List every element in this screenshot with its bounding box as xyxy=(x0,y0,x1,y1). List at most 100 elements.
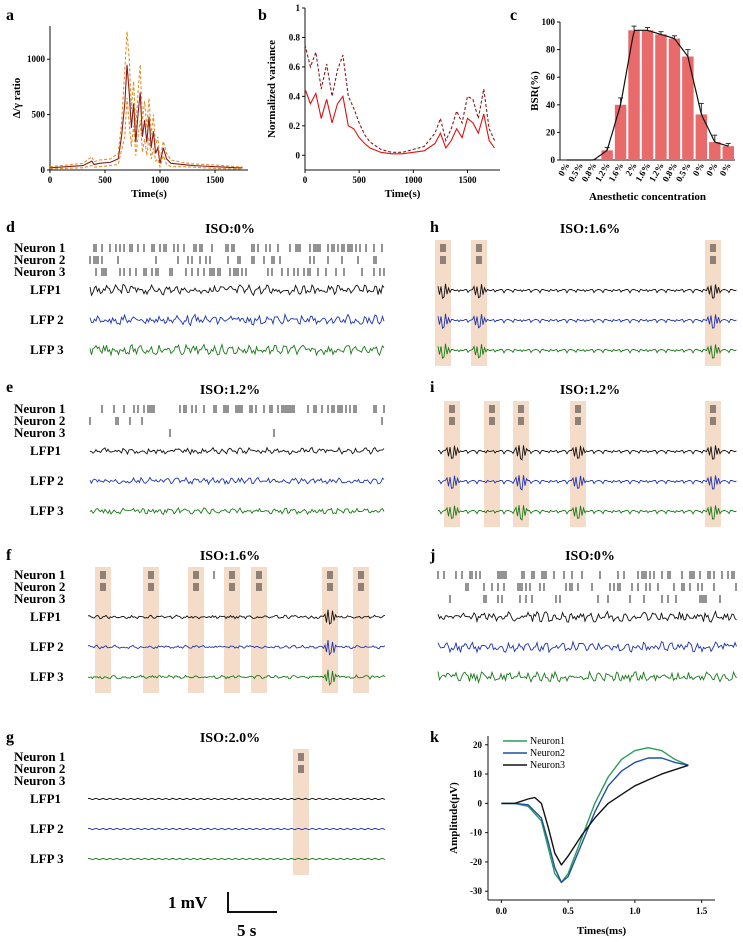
series-line-variance-band xyxy=(304,44,496,153)
y-tick-label: 0 xyxy=(41,165,46,175)
lfp-trace-2 xyxy=(87,827,386,831)
panel-label-a: a xyxy=(6,7,14,24)
x-axis-label: Time(s) xyxy=(131,188,167,200)
panel-title: ISO:0% xyxy=(565,549,615,564)
y-axis-label: Amplitude(μV) xyxy=(448,782,460,854)
burst-highlight xyxy=(471,240,487,366)
panel-label-i: i xyxy=(430,379,435,396)
y-tick-label: 0 xyxy=(478,798,483,808)
legend-label: Neuron3 xyxy=(530,760,565,771)
trace-label-lfp1: LFP1 xyxy=(30,282,61,297)
y-tick-label: 0.4 xyxy=(289,91,301,101)
y-axis-label: BSR(%) xyxy=(529,71,541,111)
bar xyxy=(722,146,734,160)
burst-highlight xyxy=(444,401,460,527)
y-tick-label: -10 xyxy=(470,828,482,838)
trace-label-neuron1: Neuron 1 xyxy=(14,749,65,764)
legend-label: Neuron2 xyxy=(530,748,565,759)
series-line-mean xyxy=(49,64,243,169)
series-line-mean xyxy=(304,88,496,155)
x-tick-label: 1000 xyxy=(151,175,170,185)
trace-label-neuron1: Neuron 1 xyxy=(14,240,65,255)
lfp-trace-3 xyxy=(437,343,737,360)
bar xyxy=(641,30,654,161)
x-tick-label: 1500 xyxy=(459,175,478,185)
y-tick-label: 40 xyxy=(546,100,556,110)
y-tick-label: 60 xyxy=(546,72,556,82)
x-tick-label: 1000 xyxy=(404,175,423,185)
lfp-trace-3 xyxy=(87,669,386,687)
raster-panel-i: ISO:1.2% xyxy=(437,383,737,527)
trace-label-neuron2: Neuron 2 xyxy=(14,413,65,428)
series-line-Neuron2 xyxy=(501,757,689,884)
lfp-trace-1 xyxy=(87,797,386,801)
burst-highlight xyxy=(188,567,204,693)
bar xyxy=(695,114,708,160)
trace-label-lfp2: LFP 2 xyxy=(30,312,64,327)
lfp-trace-2 xyxy=(437,313,737,330)
chart-b: 0 500 1000 1500 0 0.2 0.4 0.6 0.8 1 Time(s) Normali… xyxy=(266,3,500,200)
lfp-trace-3 xyxy=(89,507,385,516)
series-line-Neuron3 xyxy=(501,764,689,866)
trace-label-lfp3: LFP 3 xyxy=(30,503,64,518)
x-tick-label: 0 xyxy=(48,175,53,185)
series-line-lower xyxy=(49,97,243,170)
lfp-trace-1 xyxy=(437,610,737,624)
burst-highlight xyxy=(251,567,267,693)
scale-bar-time: 5 s xyxy=(237,921,257,940)
trace-label-neuron3: Neuron 3 xyxy=(14,773,66,788)
x-tick-label: 0.0 xyxy=(496,906,508,916)
bar xyxy=(668,38,681,161)
y-tick-label: 10 xyxy=(473,769,483,779)
y-tick-label: 1 xyxy=(296,3,301,13)
chart-c: 0204060801000%0.5%0.8%1.2%1.6%2%1.6%1.2%… xyxy=(529,17,735,203)
burst-highlight xyxy=(705,240,721,366)
series-line-upper xyxy=(49,31,243,168)
x-tick-label: 0% xyxy=(718,161,733,178)
bar xyxy=(628,30,640,161)
trace-label-lfp3: LFP 3 xyxy=(30,669,64,684)
y-tick-label: -20 xyxy=(470,857,482,867)
x-tick-label: 500 xyxy=(352,175,366,185)
y-tick-label: 20 xyxy=(473,740,483,750)
panel-title: ISO:1.6% xyxy=(200,549,260,564)
trace-label-neuron3: Neuron 3 xyxy=(14,425,66,440)
trace-label-lfp3: LFP 3 xyxy=(30,342,64,357)
lfp-trace-1 xyxy=(89,283,385,297)
lfp-trace-2 xyxy=(89,476,385,486)
x-tick-label: 0 xyxy=(303,175,308,185)
panel-title: ISO:0% xyxy=(205,222,255,237)
chart-k: 0.0 0.5 1.0 1.5 -30 -20 -10 0 10 20 Neuron1Neuron2… xyxy=(448,736,715,937)
burst-highlight xyxy=(570,401,586,527)
burst-highlight xyxy=(224,567,240,693)
panel-label-j: j xyxy=(429,547,435,564)
x-axis-label: Anesthetic concentration xyxy=(589,191,706,203)
x-tick-label: 500 xyxy=(98,175,112,185)
lfp-trace-2 xyxy=(437,475,737,491)
trace-label-neuron1: Neuron 1 xyxy=(14,401,65,416)
scale-bar-amplitude: 1 mV xyxy=(168,893,208,912)
y-tick-label: 0 xyxy=(551,155,556,165)
panel-label-e: e xyxy=(6,379,13,396)
panel-label-f: f xyxy=(6,547,12,564)
lfp-trace-3 xyxy=(87,857,386,861)
scale-bar: 1 mV 5 s xyxy=(168,892,277,940)
panel-label-g: g xyxy=(6,729,14,746)
burst-highlight xyxy=(95,567,111,693)
trace-label-lfp1: LFP1 xyxy=(30,791,61,806)
y-axis-label: Normalized variance xyxy=(266,40,278,138)
trace-label-neuron3: Neuron 3 xyxy=(14,591,66,606)
y-tick-label: 500 xyxy=(32,110,46,120)
x-tick-label: 0.5 xyxy=(562,906,574,916)
burst-highlight xyxy=(143,567,159,693)
trace-label-lfp1: LFP1 xyxy=(30,443,61,458)
trace-label-lfp1: LFP1 xyxy=(30,609,61,624)
y-tick-label: 20 xyxy=(546,127,556,137)
lfp-trace-2 xyxy=(89,312,385,327)
burst-highlight xyxy=(435,240,451,366)
bar xyxy=(655,34,667,160)
